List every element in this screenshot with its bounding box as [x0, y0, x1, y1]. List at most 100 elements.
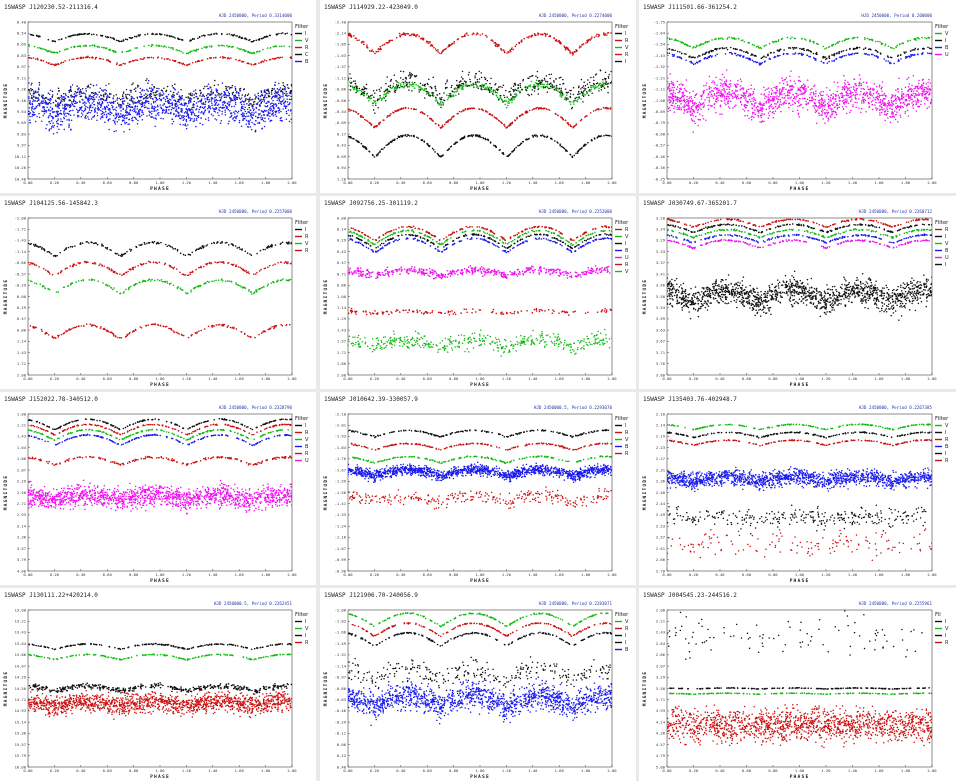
data-point: [913, 53, 916, 56]
data-point: [45, 97, 48, 99]
data-point: [274, 94, 276, 96]
data-point: [179, 114, 181, 116]
data-point: [190, 114, 193, 116]
data-point: [193, 90, 195, 92]
data-point: [681, 41, 684, 44]
data-point: [806, 54, 809, 57]
data-point: [480, 108, 483, 111]
data-point: [511, 101, 513, 104]
data-point: [182, 116, 185, 119]
data-point: [57, 118, 59, 120]
data-point: [348, 79, 349, 81]
data-point: [178, 38, 181, 40]
data-point: [453, 91, 456, 94]
data-point: [139, 34, 142, 36]
data-point: [269, 47, 272, 49]
data-point: [451, 42, 454, 45]
data-point: [515, 93, 518, 95]
data-point: [234, 113, 236, 115]
data-point: [822, 45, 825, 48]
data-point: [514, 83, 516, 86]
data-point: [887, 60, 890, 62]
data-point: [250, 116, 253, 118]
data-point: [120, 106, 123, 108]
data-point: [554, 87, 557, 90]
data-point: [399, 34, 401, 37]
data-point: [49, 63, 52, 65]
data-point: [399, 83, 402, 86]
data-point: [446, 149, 449, 152]
data-point: [34, 107, 36, 110]
data-point: [545, 136, 548, 139]
data-point: [838, 51, 840, 54]
data-point: [460, 80, 462, 82]
data-point: [72, 109, 74, 112]
data-point: [423, 87, 426, 90]
data-point: [193, 100, 195, 103]
data-point: [408, 34, 411, 37]
data-point: [76, 34, 79, 36]
data-point: [46, 124, 48, 126]
data-point: [33, 45, 36, 48]
data-point: [769, 52, 772, 54]
data-point: [537, 34, 539, 36]
data-point: [271, 102, 273, 105]
data-point: [722, 38, 724, 40]
data-point: [280, 32, 282, 35]
data-point: [428, 94, 430, 97]
data-point: [225, 87, 227, 90]
data-point: [189, 39, 192, 41]
data-point: [167, 101, 169, 103]
data-point: [33, 90, 35, 92]
data-point: [62, 98, 64, 101]
y-tick-label: 9.69: [17, 120, 27, 125]
data-point: [257, 92, 259, 94]
light-curve-panel: 1SWASP J111501.66-361254.2 HJD 2450000, P…: [639, 0, 956, 193]
data-point: [449, 119, 452, 121]
data-point: [349, 109, 352, 112]
data-point: [609, 81, 612, 84]
data-point: [193, 38, 196, 40]
data-point: [28, 112, 31, 115]
data-point: [236, 112, 239, 114]
data-point: [355, 37, 358, 40]
data-point: [89, 98, 92, 100]
data-point: [751, 53, 753, 55]
data-point: [206, 97, 208, 100]
data-point: [204, 85, 206, 88]
data-point: [70, 101, 73, 103]
y-tick-label: -1.64: [654, 31, 666, 36]
data-point: [54, 99, 57, 102]
data-point: [127, 102, 129, 104]
data-point: [43, 110, 46, 113]
data-point: [429, 86, 431, 88]
data-point: [251, 40, 254, 43]
data-point: [59, 96, 61, 99]
data-point: [474, 76, 476, 79]
data-point: [496, 43, 498, 46]
data-point: [393, 90, 396, 92]
data-point: [901, 42, 903, 45]
data-point: [378, 88, 381, 91]
data-point: [238, 92, 240, 95]
data-point: [551, 86, 554, 89]
data-point: [146, 100, 149, 103]
data-point: [147, 97, 149, 99]
data-point: [257, 94, 260, 97]
data-point: [50, 102, 52, 105]
data-point: [136, 47, 138, 49]
data-point: [890, 56, 893, 59]
data-point: [267, 111, 270, 114]
data-point: [263, 101, 266, 103]
data-point: [81, 106, 83, 108]
data-point: [260, 37, 263, 40]
data-point: [580, 78, 583, 81]
data-point: [151, 84, 153, 86]
data-point: [171, 118, 173, 120]
data-point: [574, 97, 576, 100]
data-point: [390, 78, 393, 81]
data-point: [108, 101, 111, 103]
data-point: [133, 59, 135, 62]
data-point: [210, 45, 213, 47]
data-point: [928, 47, 931, 49]
